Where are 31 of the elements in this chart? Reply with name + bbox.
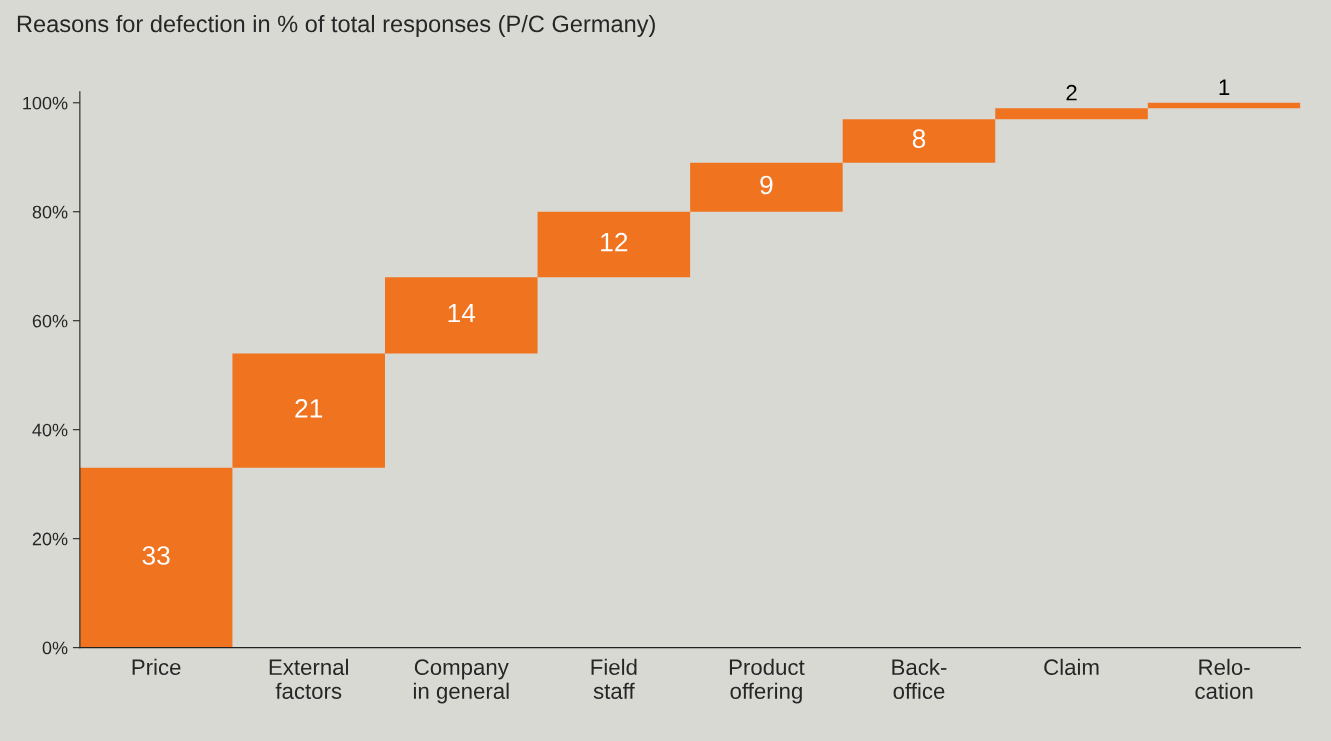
y-tick-label: 60% xyxy=(32,314,68,328)
data-label: 12 xyxy=(601,232,628,252)
x-tick-label: Field staff xyxy=(591,658,637,699)
y-tick-label: 100% xyxy=(23,96,68,110)
x-tick-label: Company in general xyxy=(413,659,509,704)
x-tick-label: Product offering xyxy=(729,658,805,704)
chart-title: Reasons for defection in % of total responses (P/C Germany) xyxy=(17,14,655,37)
bar xyxy=(690,162,843,212)
x-tick-label: Relo- cation xyxy=(1195,658,1253,699)
data-label: 14 xyxy=(448,303,476,323)
x-tick-label: Claim xyxy=(1044,658,1099,676)
data-label: 9 xyxy=(760,175,773,195)
x-tick-label: External factors xyxy=(269,658,348,699)
data-label: 33 xyxy=(142,546,170,565)
x-tick-label: Price xyxy=(132,658,181,676)
bar xyxy=(842,119,996,163)
bar xyxy=(537,211,691,278)
bar xyxy=(79,467,233,648)
data-label: 1 xyxy=(1219,79,1230,95)
bar xyxy=(384,277,538,354)
y-tick-label: 80% xyxy=(32,205,68,219)
y-tick-label: 20% xyxy=(32,532,68,546)
y-tick-label: 0% xyxy=(42,641,68,655)
bar xyxy=(995,108,1148,120)
y-tick-label: 40% xyxy=(32,423,68,437)
bar xyxy=(1147,102,1301,109)
data-label: 2 xyxy=(1066,84,1077,101)
x-tick-label: Back- office xyxy=(892,658,947,699)
data-label: 8 xyxy=(912,129,926,148)
data-label: 21 xyxy=(295,399,323,418)
bar xyxy=(232,353,385,468)
